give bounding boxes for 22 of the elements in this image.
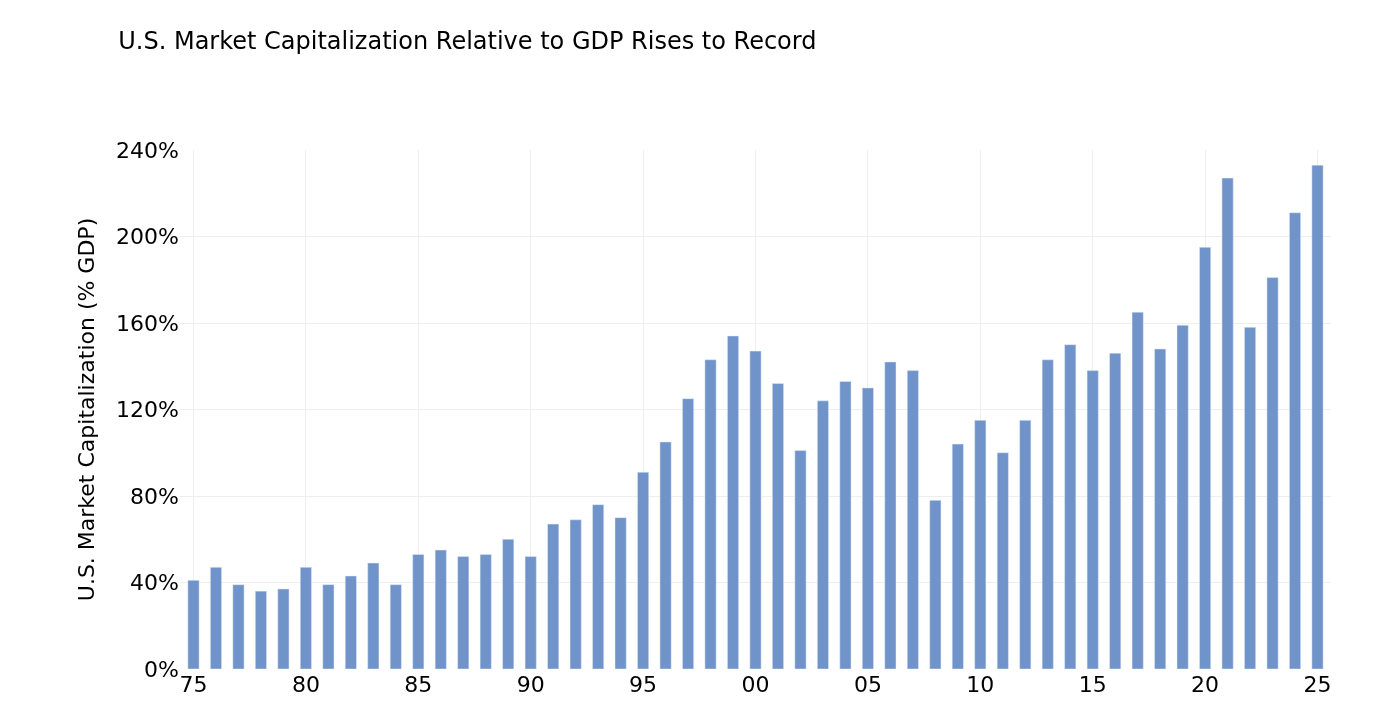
x-tick-label: 85	[404, 672, 433, 697]
y-tick-label: 240%	[116, 137, 179, 163]
y-tick-label: 200%	[116, 224, 179, 250]
x-tick-label: 20	[1191, 672, 1220, 697]
x-tick-label: 05	[853, 672, 882, 697]
x-tick-label: 95	[629, 672, 658, 697]
y-tick-label: 0%	[144, 656, 179, 682]
x-tick-label: 15	[1078, 672, 1107, 697]
x-tick-label: 00	[741, 672, 770, 697]
bar	[277, 588, 290, 669]
bar	[255, 590, 267, 669]
y-tick-label: 40%	[130, 570, 179, 596]
x-tick-label: 10	[966, 672, 995, 697]
x-tick-label: 80	[291, 672, 320, 697]
y-tick-label: 120%	[116, 397, 179, 423]
chart-title: U.S. Market Capitalization Relative to GDP Rises to Record	[118, 27, 817, 56]
y-axis-title: U.S. Market Capitalization (% GDP)	[73, 217, 99, 602]
x-tick-label: 90	[516, 672, 545, 697]
y-tick-label: 160%	[116, 310, 179, 336]
x-tick-label: 25	[1303, 672, 1332, 697]
x-tick-label: 75	[179, 672, 208, 697]
y-tick-label: 80%	[130, 483, 179, 509]
